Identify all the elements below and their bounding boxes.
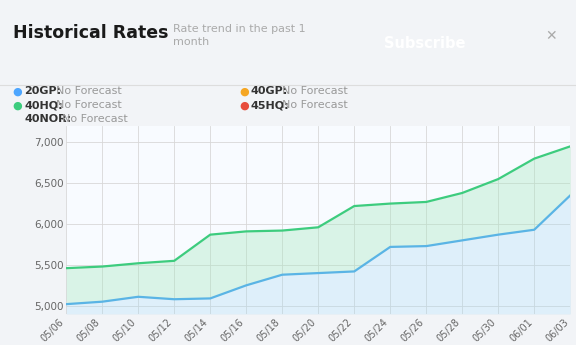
Text: Historical Rates: Historical Rates — [13, 24, 168, 42]
Text: 20GP:: 20GP: — [24, 87, 61, 96]
Text: ✕: ✕ — [545, 29, 556, 43]
Text: Rate trend in the past 1
month: Rate trend in the past 1 month — [173, 24, 305, 47]
Text: 40GP:: 40GP: — [251, 87, 288, 96]
Text: ●: ● — [239, 87, 249, 96]
Text: No Forecast: No Forecast — [282, 100, 348, 110]
Text: ●: ● — [239, 100, 249, 110]
Text: ●: ● — [13, 100, 22, 110]
Text: No Forecast: No Forecast — [62, 114, 127, 124]
Text: No Forecast: No Forecast — [282, 87, 348, 96]
Text: 45HQ:: 45HQ: — [251, 100, 289, 110]
Text: No Forecast: No Forecast — [56, 100, 122, 110]
Text: 40HQ:: 40HQ: — [24, 100, 63, 110]
Text: No Forecast: No Forecast — [56, 87, 122, 96]
Text: 40NOR:: 40NOR: — [24, 114, 71, 124]
Text: ●: ● — [13, 87, 22, 96]
Text: Subscribe: Subscribe — [384, 36, 465, 51]
